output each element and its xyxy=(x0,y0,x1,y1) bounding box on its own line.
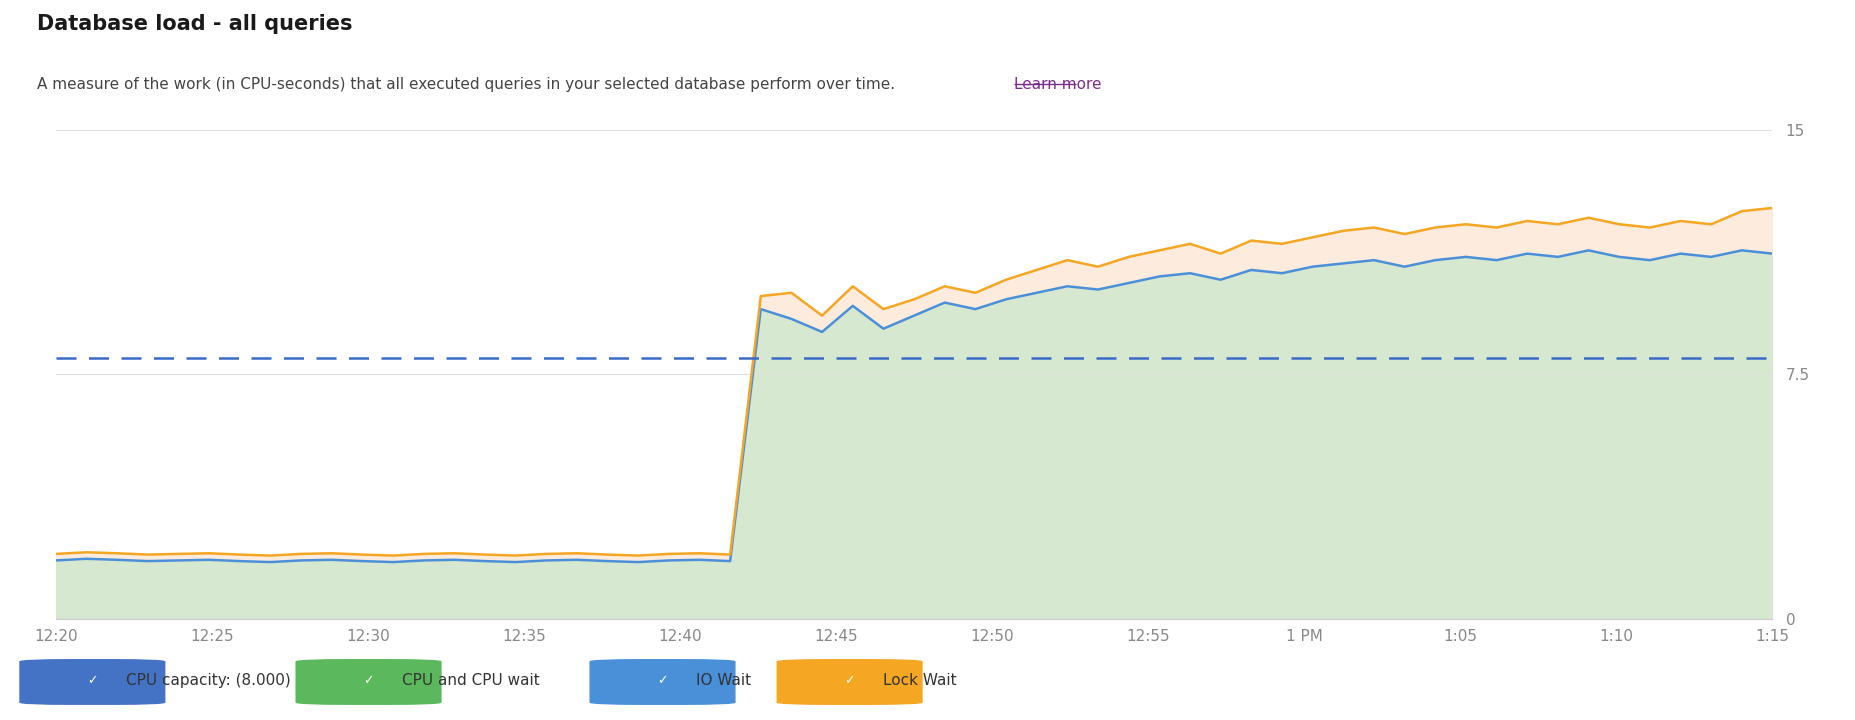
Text: A measure of the work (in CPU-seconds) that all executed queries in your selecte: A measure of the work (in CPU-seconds) t… xyxy=(37,77,905,92)
Text: CPU and CPU wait: CPU and CPU wait xyxy=(403,673,540,688)
FancyBboxPatch shape xyxy=(19,659,165,705)
Text: Database load - all queries: Database load - all queries xyxy=(37,14,352,35)
Text: Lock Wait: Lock Wait xyxy=(883,673,957,688)
Text: ✓: ✓ xyxy=(364,674,373,687)
FancyBboxPatch shape xyxy=(295,659,441,705)
FancyBboxPatch shape xyxy=(590,659,735,705)
Text: ✓: ✓ xyxy=(87,674,98,687)
Text: IO Wait: IO Wait xyxy=(696,673,751,688)
Text: ✓: ✓ xyxy=(657,674,668,687)
FancyBboxPatch shape xyxy=(775,659,922,705)
Text: Learn more: Learn more xyxy=(1013,77,1100,92)
Text: CPU capacity: (8.000): CPU capacity: (8.000) xyxy=(126,673,291,688)
Text: ✓: ✓ xyxy=(844,674,855,687)
